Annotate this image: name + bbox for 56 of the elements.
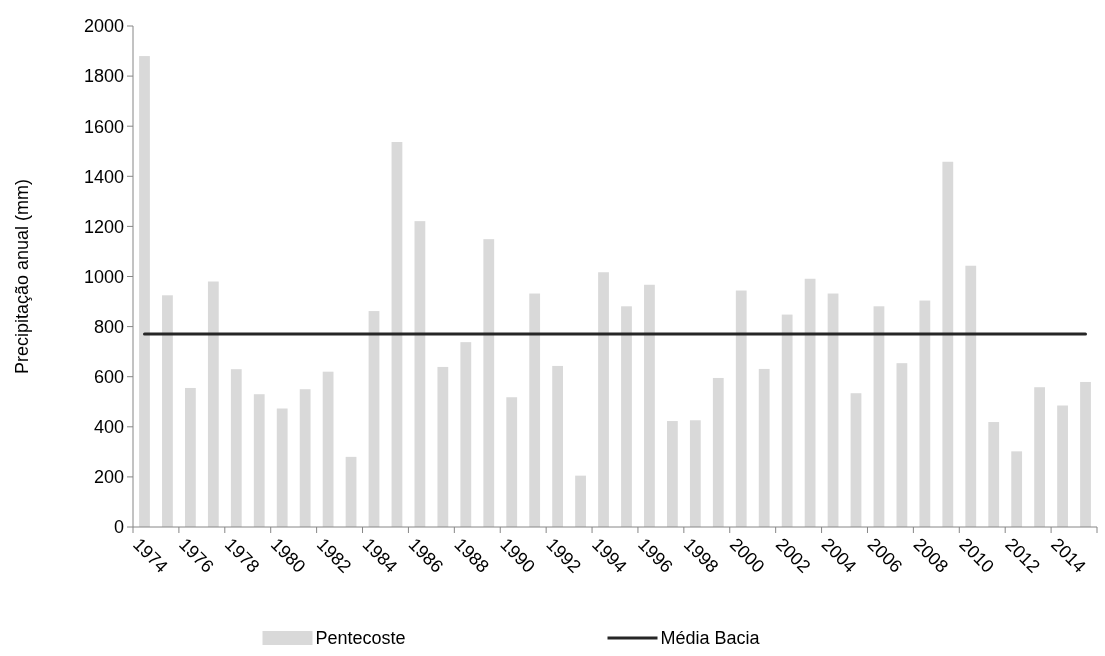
bar (322, 371, 334, 527)
bar (896, 363, 908, 527)
bar (460, 342, 472, 527)
bar (345, 456, 357, 527)
bar (529, 293, 541, 527)
bar (1011, 451, 1023, 527)
y-tick-label: 200 (93, 467, 124, 488)
bar (827, 293, 839, 527)
y-tick-label: 1000 (83, 266, 124, 287)
y-tick-label: 800 (93, 316, 124, 337)
bar (644, 284, 655, 527)
bar (1080, 381, 1091, 527)
legend-label: Média Bacia (660, 628, 761, 649)
bar (162, 295, 173, 527)
bar (483, 239, 495, 527)
bar (758, 368, 770, 527)
bar (621, 306, 632, 527)
bar (253, 394, 265, 527)
y-tick-label: 1800 (83, 66, 124, 87)
bar (414, 221, 426, 527)
bar (1034, 387, 1046, 527)
bar (850, 393, 862, 527)
bar (230, 369, 242, 527)
bar (391, 141, 403, 527)
legend-label: Pentecoste (315, 628, 406, 649)
bar (1057, 405, 1068, 527)
bar (804, 278, 816, 527)
bar (689, 420, 701, 527)
y-tick-label: 1400 (83, 166, 124, 187)
bar (184, 387, 196, 527)
bar (735, 290, 747, 527)
y-tick-label: 1600 (83, 116, 124, 137)
bar (781, 314, 793, 527)
bar (965, 265, 977, 527)
bar (988, 422, 1000, 527)
bar (919, 300, 931, 527)
y-tick-label: 400 (93, 417, 124, 438)
bar (437, 366, 449, 527)
bar (598, 272, 609, 527)
bar (552, 365, 564, 527)
y-tick-label: 1200 (83, 216, 124, 237)
y-tick-label: 600 (93, 367, 124, 387)
bar (139, 56, 150, 527)
bar (666, 421, 678, 527)
y-axis-title: Precipitação anual (mm) (12, 178, 32, 375)
y-tick-label: 0 (113, 517, 124, 538)
bar (712, 377, 724, 527)
bar (506, 397, 518, 527)
bar (207, 281, 219, 527)
y-tick-label: 2000 (83, 16, 124, 37)
bar (942, 161, 954, 527)
bar (368, 311, 380, 527)
bar (873, 306, 885, 527)
bar (575, 475, 586, 527)
bar (276, 408, 288, 527)
bar (299, 389, 311, 527)
